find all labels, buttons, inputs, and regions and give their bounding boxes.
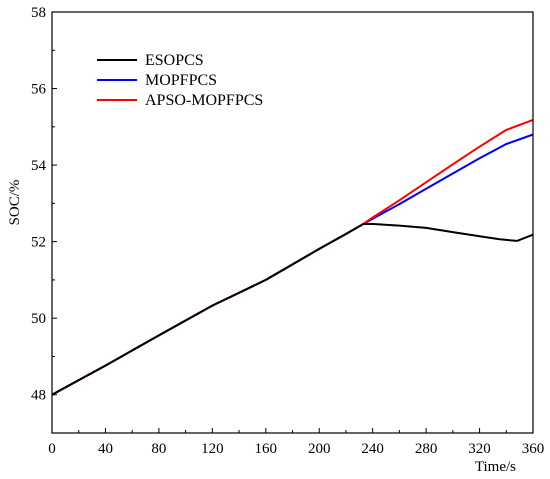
y-axis: 48 50 52 54 56 58	[31, 5, 57, 404]
legend-label: APSO-MOPFPCS	[145, 92, 263, 109]
series-line-apso-mopfpcs	[51, 118, 534, 396]
y-axis-label: SOC/%	[7, 180, 23, 226]
series-lines	[51, 118, 534, 396]
legend: ESOPCS MOPFPCS APSO-MOPFPCS	[97, 52, 263, 109]
series-line-esopcs	[51, 223, 534, 396]
x-tick-label: 160	[255, 441, 278, 457]
y-tick-label: 48	[31, 388, 46, 404]
y-tick-label: 54	[31, 158, 47, 174]
y-tick-label: 58	[31, 5, 46, 21]
x-tick-label: 320	[468, 441, 491, 457]
x-tick-label: 200	[308, 441, 331, 457]
x-tick-label: 240	[361, 441, 384, 457]
legend-label: MOPFPCS	[145, 72, 217, 89]
y-tick-label: 56	[31, 82, 47, 98]
x-tick-label: 360	[522, 441, 545, 457]
x-tick-label: 40	[98, 441, 113, 457]
x-tick-label: 80	[151, 441, 166, 457]
plot-frame	[51, 11, 534, 434]
x-axis: 0 40 80 120 160 200 240 280 320 360	[48, 428, 544, 457]
y-tick-label: 52	[31, 235, 46, 251]
legend-label: ESOPCS	[145, 52, 204, 69]
x-tick-label: 0	[48, 441, 56, 457]
x-tick-label: 120	[201, 441, 224, 457]
y-tick-label: 50	[31, 311, 46, 327]
x-tick-label: 280	[415, 441, 438, 457]
x-axis-label: Time/s	[475, 459, 516, 475]
